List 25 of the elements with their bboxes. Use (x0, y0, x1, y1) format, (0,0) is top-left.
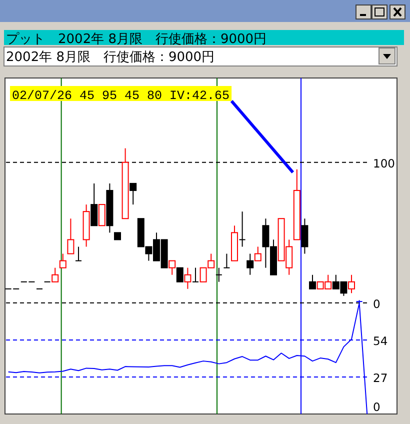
y2-tick-label: 54 (373, 334, 388, 348)
candlestick (309, 274, 316, 290)
candlestick (90, 182, 98, 226)
candlestick (192, 267, 199, 282)
candlestick (238, 211, 246, 248)
candlestick (59, 253, 66, 268)
candlestick (130, 182, 137, 206)
candlestick (246, 253, 254, 276)
candlestick (254, 246, 262, 262)
candlestick (223, 253, 230, 268)
annotation: 02/07/26 45 95 45 80 IV:42.65 (12, 89, 230, 103)
candlestick (168, 260, 176, 276)
y2-tick-label: 27 (373, 370, 388, 385)
chart-title: プット 2002年 8月限 行使価格：9000円 (6, 32, 267, 47)
candlestick (176, 267, 184, 282)
candlestick (98, 204, 106, 226)
candlestick (67, 218, 74, 254)
candlestick (184, 267, 192, 290)
candlestick (52, 267, 59, 282)
candlestick (215, 267, 222, 282)
y-tick-label: 100 (373, 156, 395, 170)
chart-subtitle: 2002年 8月限 行使価格：9000円 (6, 50, 215, 65)
candlestick (348, 274, 355, 294)
candlestick (301, 218, 308, 254)
candlestick (75, 246, 82, 262)
